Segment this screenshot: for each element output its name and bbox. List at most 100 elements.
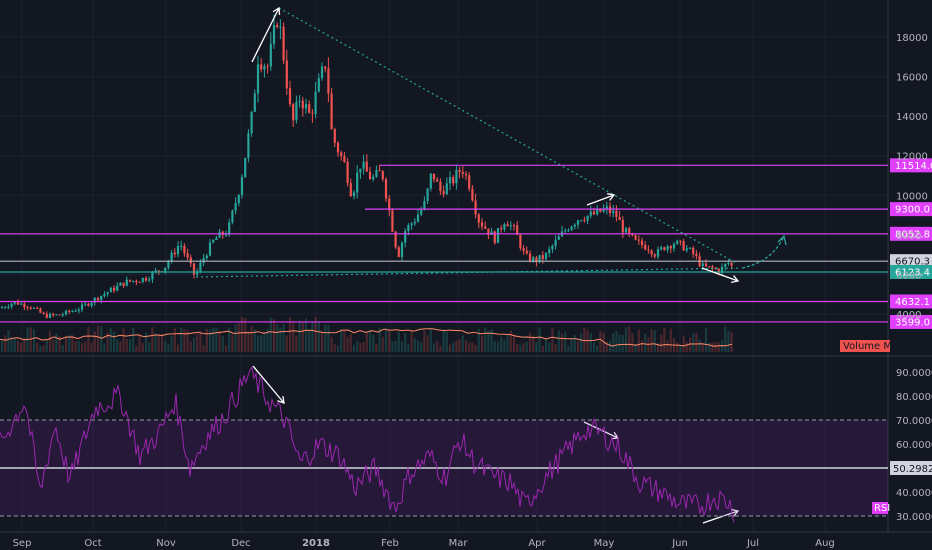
candle-body (48, 313, 52, 318)
candle-body (496, 228, 500, 244)
volume-bar (724, 326, 727, 352)
candle-body (621, 220, 624, 233)
candle-body (320, 66, 324, 79)
candle-body (420, 209, 423, 215)
candle-body (64, 310, 68, 315)
candle-body (554, 239, 557, 246)
volume-bar (484, 327, 487, 352)
candle-body (640, 240, 644, 246)
volume-bar (224, 345, 228, 352)
candle-body (234, 203, 237, 211)
candle-body (477, 214, 480, 223)
volume-bar (423, 330, 426, 352)
candle-body (509, 225, 512, 227)
volume-bar (285, 335, 288, 352)
price-tag-3599.0 (890, 314, 932, 329)
volume-bar (381, 336, 384, 352)
candle-body (618, 216, 621, 221)
candle-body (349, 183, 352, 197)
candle-body (461, 172, 464, 174)
price-tag-label: 4632.1 (895, 297, 930, 308)
candle-body (196, 271, 199, 275)
volume-bar (656, 343, 660, 352)
candle-body (324, 66, 327, 69)
candle-body (109, 287, 112, 293)
candle-body (413, 221, 416, 224)
volume-bar (109, 328, 112, 352)
volume-bar (695, 332, 698, 352)
trendline-1 (278, 7, 737, 264)
candle-body (503, 224, 506, 230)
candle-body (128, 279, 132, 282)
volume-bar (122, 328, 125, 352)
volume-bar (448, 344, 452, 352)
volume-bar (247, 331, 250, 352)
volume-bar (180, 327, 183, 352)
volume-bar (512, 335, 516, 352)
candle-body (464, 173, 468, 176)
candle-body (605, 206, 608, 209)
volume-bar (231, 334, 234, 352)
volume-bar (372, 334, 375, 352)
candle-body (103, 294, 106, 296)
candle-body (250, 111, 253, 134)
volume-bar (218, 330, 221, 352)
volume-bar (340, 329, 343, 352)
candle-body (42, 312, 45, 314)
candle-body (52, 313, 55, 315)
volume-bar (23, 337, 26, 352)
candle-body (144, 277, 148, 281)
candle-body (170, 252, 173, 262)
candle-body (164, 267, 167, 272)
candle-body (663, 247, 666, 250)
volume-bar (4, 335, 7, 352)
volume-bar (125, 338, 128, 352)
candle-body (23, 303, 26, 308)
volume-bar (276, 324, 279, 352)
candle-body (724, 263, 727, 267)
volume-bar (282, 324, 285, 352)
time-tick-label: Oct (84, 538, 101, 549)
volume-bar (58, 336, 61, 352)
price-tag-label: 9300.0 (895, 205, 930, 216)
candle-body (176, 245, 180, 255)
candle-body (653, 254, 656, 257)
volume-bar (541, 345, 544, 352)
candle-body (240, 177, 244, 196)
volume-bar (352, 344, 356, 352)
candle-body (692, 247, 695, 254)
candle-body (474, 200, 477, 215)
volume-bar (176, 344, 180, 352)
volume-bar (400, 341, 404, 352)
volume-bar (10, 337, 13, 352)
candle-body (74, 310, 77, 312)
arrow-dec-top (251, 7, 280, 63)
candle-body (682, 241, 685, 251)
candle-body (644, 245, 647, 250)
volume-bar (13, 337, 16, 352)
price-tick-label: 8000 (896, 231, 921, 242)
candle-body (218, 231, 221, 238)
candle-body (199, 262, 202, 272)
candle-body (125, 279, 128, 286)
volume-bar (138, 335, 141, 352)
volume-bar (368, 329, 372, 352)
candle-body (410, 223, 413, 226)
candle-body (679, 240, 682, 242)
candle-body (656, 249, 660, 257)
volume-bar (717, 342, 720, 352)
volume-bar (720, 340, 724, 352)
volume-bar (516, 343, 519, 352)
candle-body (26, 307, 29, 309)
volume-bar (413, 338, 416, 352)
candle-body (292, 104, 295, 121)
price-tick-label: 10000 (896, 191, 928, 202)
volume-bar (410, 330, 413, 352)
volume-bar (128, 339, 132, 352)
volume-bar (266, 328, 269, 352)
volume-bar (96, 326, 100, 352)
volume-bar (621, 335, 624, 352)
volume-bar (461, 335, 464, 352)
rsi-value-tag (890, 461, 932, 475)
candle-body (311, 112, 314, 114)
